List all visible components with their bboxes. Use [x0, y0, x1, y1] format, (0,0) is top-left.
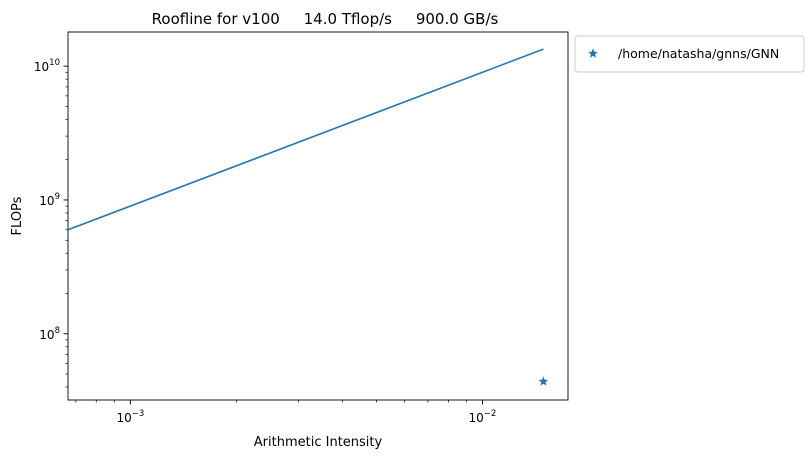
x-tick-label: 10−2 — [469, 409, 497, 425]
legend: /home/natasha/gnns/GNN — [574, 35, 805, 73]
x-tick-label: 10−3 — [116, 409, 144, 425]
plot-area-frame — [67, 31, 569, 401]
legend-box — [574, 35, 805, 73]
chart-title: Roofline for v100 14.0 Tflop/s 900.0 GB/… — [152, 10, 499, 28]
y-tick-label: 109 — [39, 192, 60, 208]
x-axis-label: Arithmetic Intensity — [254, 435, 383, 450]
y-axis-label: FLOPs — [10, 196, 25, 235]
axis-ticks: 10−3 10−2 108 109 1010 — [34, 58, 496, 425]
scatter-star-point — [538, 376, 549, 386]
legend-entry-gnn: /home/natasha/gnns/GNN — [618, 46, 779, 61]
y-tick-label: 1010 — [34, 58, 60, 74]
chart-marks — [67, 48, 549, 386]
legend-star-marker — [588, 48, 598, 58]
roofline-series-line — [67, 48, 544, 231]
y-tick-label: 108 — [39, 326, 60, 342]
